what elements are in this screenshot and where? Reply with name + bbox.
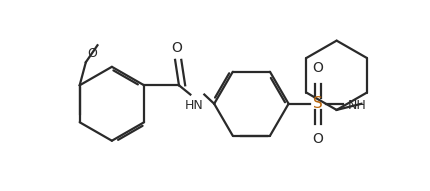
Text: O: O [313,61,323,75]
Text: HN: HN [185,99,204,112]
Text: S: S [313,96,323,111]
Text: O: O [171,41,182,55]
Text: O: O [87,47,97,60]
Text: NH: NH [347,99,366,112]
Text: O: O [313,132,323,146]
